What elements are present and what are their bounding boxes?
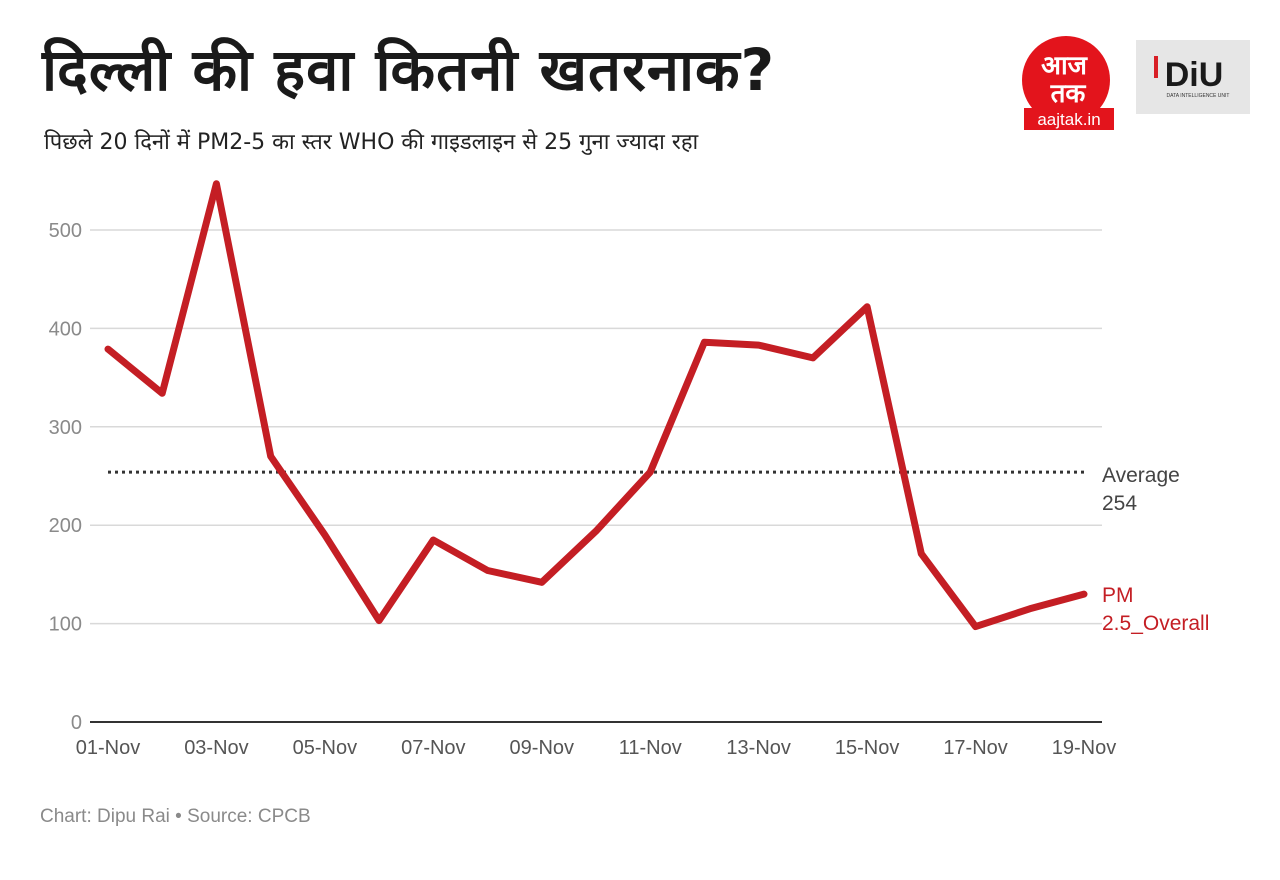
data-point-17-Nov <box>975 626 977 628</box>
data-point-09-Nov <box>541 581 543 583</box>
y-tick-label-200: 200 <box>49 515 82 537</box>
data-point-16-Nov <box>920 553 922 555</box>
data-point-04-Nov <box>270 455 272 457</box>
chart-subtitle: पिछले 20 दिनों में PM2-5 का स्तर WHO की … <box>44 130 699 155</box>
aajtak-logo-top: आज <box>1041 51 1089 81</box>
x-tick-label-07-Nov: 07-Nov <box>401 737 465 759</box>
data-point-13-Nov <box>758 344 760 346</box>
chart-footer-credit: Chart: Dipu Rai • Source: CPCB <box>40 806 311 827</box>
x-tick-label-15-Nov: 15-Nov <box>835 737 899 759</box>
x-tick-label-05-Nov: 05-Nov <box>293 737 357 759</box>
x-tick-label-11-Nov: 11-Nov <box>619 737 682 759</box>
data-point-05-Nov <box>324 534 326 536</box>
data-point-15-Nov <box>866 306 868 308</box>
data-point-18-Nov <box>1029 608 1031 610</box>
data-point-06-Nov <box>378 620 380 622</box>
diu-logo: DiU DATA INTELLIGENCE UNIT <box>1136 40 1250 114</box>
chart-title: दिल्ली की हवा कितनी खतरनाक? <box>42 36 776 104</box>
x-tick-label-01-Nov: 01-Nov <box>76 737 140 759</box>
data-point-10-Nov <box>595 530 597 532</box>
y-tick-label-400: 400 <box>49 318 82 340</box>
x-tick-label-09-Nov: 09-Nov <box>510 737 574 759</box>
data-point-02-Nov <box>161 392 163 394</box>
aajtak-logo-site: aajtak.in <box>1037 110 1100 129</box>
line-chart: 0 100 200 300 400 500 01-Nov 03-Nov 05-Nov 07-Nov… <box>49 180 1209 759</box>
data-point-14-Nov <box>812 357 814 359</box>
aajtak-logo-bottom: तक <box>1050 79 1087 109</box>
average-label: Average <box>1102 464 1180 487</box>
diu-logo-sub: DATA INTELLIGENCE UNIT <box>1167 93 1230 99</box>
data-point-11-Nov <box>649 471 651 473</box>
diu-logo-main: DiU <box>1165 56 1224 94</box>
data-point-03-Nov <box>215 183 217 185</box>
y-tick-label-0: 0 <box>71 712 82 734</box>
y-tick-label-100: 100 <box>49 614 82 636</box>
y-tick-label-500: 500 <box>49 220 82 242</box>
data-point-01-Nov <box>107 348 109 350</box>
data-point-12-Nov <box>703 341 705 343</box>
aajtak-logo: आज तक aajtak.in <box>1022 36 1114 130</box>
x-tick-label-19-Nov: 19-Nov <box>1052 737 1116 759</box>
series-line-0 <box>104 180 1088 631</box>
x-tick-label-13-Nov: 13-Nov <box>726 737 790 759</box>
data-point-07-Nov <box>432 539 434 541</box>
series-label-line-2: 2.5_Overall <box>1102 612 1209 635</box>
data-point-19-Nov <box>1083 593 1085 595</box>
data-point-08-Nov <box>487 569 489 571</box>
average-value-label: 254 <box>1102 492 1137 515</box>
y-tick-label-300: 300 <box>49 417 82 439</box>
x-tick-label-17-Nov: 17-Nov <box>943 737 1007 759</box>
x-tick-label-03-Nov: 03-Nov <box>184 737 248 759</box>
series-label-line-1: PM <box>1102 584 1134 607</box>
